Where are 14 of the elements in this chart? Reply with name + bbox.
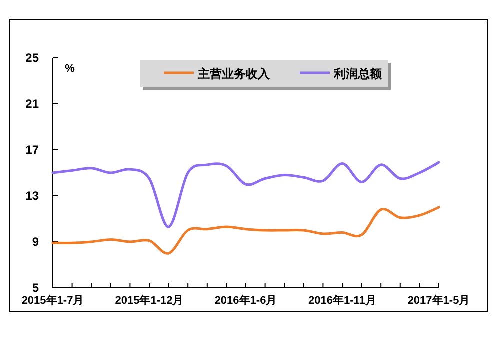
x-tick-label: 2015年1-12月	[115, 294, 184, 307]
y-tick-label: 21	[26, 97, 40, 111]
y-tick-label: 25	[26, 51, 40, 65]
x-tick-label: 2015年1-7月	[22, 294, 84, 307]
legend-label: 主营业务收入	[197, 67, 271, 81]
legend-label: 利润总额	[333, 67, 383, 81]
x-tick-label: 2016年1-6月	[214, 294, 278, 307]
x-tick-label: 2017年1-5月	[408, 294, 470, 307]
y-tick-label: 5	[32, 281, 40, 295]
y-axis-title: %	[65, 63, 76, 75]
y-tick-label: 13	[26, 189, 40, 203]
x-tick-label: 2016年1-11月	[308, 294, 376, 307]
y-tick-label: 9	[32, 235, 40, 249]
y-tick-label: 17	[26, 143, 40, 157]
